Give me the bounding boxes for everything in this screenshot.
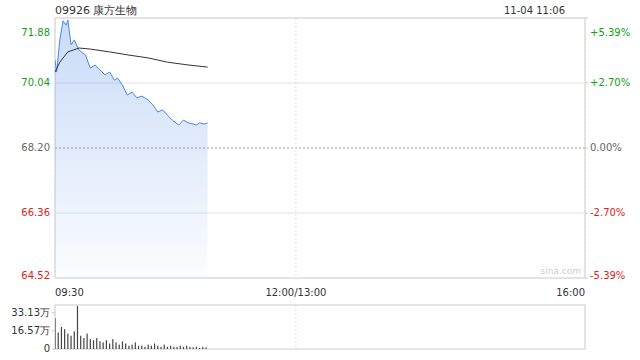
grid-line xyxy=(55,83,585,84)
volume-bar xyxy=(189,347,190,349)
volume-bar xyxy=(141,346,142,349)
x-tick-label: 16:00 xyxy=(556,287,585,298)
volume-bar xyxy=(167,347,168,349)
volume-bar xyxy=(180,346,181,349)
volume-tick-label: 16.57万 xyxy=(11,325,50,336)
y-tick-label: 71.88 xyxy=(21,27,50,38)
average-line xyxy=(55,48,208,72)
y2-tick-label: +2.70% xyxy=(590,77,630,88)
volume-bar xyxy=(70,336,71,349)
y2-tick xyxy=(585,278,588,279)
volume-bar xyxy=(109,344,110,350)
volume-bar xyxy=(74,331,75,349)
y-tick-label: 64.52 xyxy=(21,270,50,281)
x-tick-label: 09:30 xyxy=(55,287,84,298)
y-tick-label: 68.20 xyxy=(21,142,50,153)
volume-bar xyxy=(144,347,145,349)
volume-bar xyxy=(176,347,177,349)
y2-tick xyxy=(585,213,588,214)
watermark: sina.com xyxy=(541,266,582,276)
price-line xyxy=(55,20,208,125)
volume-bar xyxy=(135,342,136,349)
volume-area xyxy=(55,306,207,349)
volume-bar xyxy=(93,340,94,349)
volume-frame xyxy=(55,305,585,349)
y2-tick-label: -5.39% xyxy=(590,270,625,281)
volume-bar xyxy=(186,346,187,349)
volume-bar xyxy=(83,338,84,349)
volume-bar xyxy=(87,334,88,349)
x-grid-line xyxy=(585,18,586,278)
volume-bar xyxy=(128,346,129,349)
volume-tick xyxy=(52,312,55,313)
volume-bar xyxy=(64,329,65,349)
volume-bar xyxy=(90,339,91,349)
x-grid-line xyxy=(585,305,586,349)
volume-tick xyxy=(52,330,55,331)
volume-bar xyxy=(61,327,62,349)
price-area xyxy=(55,20,208,278)
volume-bar xyxy=(99,341,100,349)
volume-bar xyxy=(196,347,197,349)
volume-bar xyxy=(205,347,206,349)
volume-bar xyxy=(202,347,203,349)
volume-tick xyxy=(52,349,55,350)
volume-bar xyxy=(77,306,78,349)
volume-tick-label: 33.13万 xyxy=(11,307,50,318)
volume-bar xyxy=(160,347,161,349)
x-grid-line xyxy=(295,18,296,278)
y2-tick-label: 0.00% xyxy=(590,142,622,153)
plot-frame xyxy=(55,18,585,278)
grid-line xyxy=(55,18,585,19)
y-tick-label: 70.04 xyxy=(21,77,50,88)
y2-tick-label: -2.70% xyxy=(590,207,625,218)
y-tick-label: 66.36 xyxy=(21,207,50,218)
volume-bar xyxy=(103,342,104,349)
volume-bar xyxy=(106,340,107,349)
volume-bar xyxy=(138,346,139,349)
volume-bar xyxy=(115,342,116,349)
volume-bar xyxy=(151,346,152,349)
x-grid-line xyxy=(55,305,56,349)
chart: 09926 康方生物 11-04 11:06 64.52 66.36 68.20 70.0… xyxy=(0,0,640,360)
title: 09926 康方生物 xyxy=(55,4,138,17)
volume-bar xyxy=(58,333,59,350)
volume-tick-label: 0 xyxy=(44,343,50,354)
volume-bar xyxy=(193,347,194,349)
volume-bar xyxy=(199,348,200,349)
volume-bar xyxy=(157,346,158,349)
volume-bar xyxy=(125,344,126,350)
volume-bar xyxy=(170,346,171,349)
volume-bar xyxy=(96,338,97,349)
volume-bar xyxy=(122,341,123,349)
x-grid-line xyxy=(295,305,296,349)
volume-bar xyxy=(119,345,120,349)
volume-bar xyxy=(112,339,113,349)
volume-bar xyxy=(131,345,132,349)
volume-bar xyxy=(164,345,165,349)
volume-bar xyxy=(154,344,155,350)
volume-bar xyxy=(67,334,68,349)
volume-bar xyxy=(80,336,81,349)
x-tick-label: 12:00/13:00 xyxy=(265,287,326,298)
volume-bar xyxy=(148,345,149,349)
y2-tick-label: +5.39% xyxy=(590,27,630,38)
volume-bar xyxy=(183,347,184,349)
plot-area xyxy=(55,20,208,278)
volume-bar xyxy=(55,318,56,349)
subtitle: 11-04 11:06 xyxy=(504,5,565,16)
volume-bar xyxy=(173,347,174,349)
